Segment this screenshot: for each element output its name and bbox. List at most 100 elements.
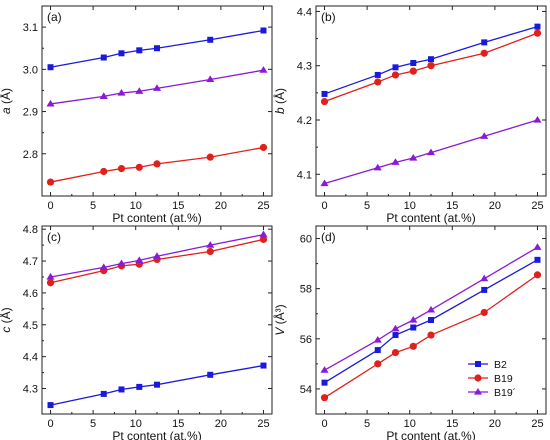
data-point bbox=[47, 279, 54, 286]
legend-marker bbox=[474, 388, 482, 395]
x-tick-label: 20 bbox=[489, 200, 501, 212]
data-point bbox=[427, 306, 435, 313]
legend-label: B19´ bbox=[494, 387, 516, 399]
y-axis-label: a (Å) bbox=[0, 88, 13, 114]
x-tick-label: 0 bbox=[321, 418, 327, 430]
data-point bbox=[207, 37, 213, 43]
series-triangle bbox=[320, 116, 541, 186]
data-point bbox=[375, 347, 381, 353]
data-point bbox=[207, 372, 213, 378]
data-point bbox=[534, 271, 541, 278]
x-tick-label: 5 bbox=[90, 418, 96, 430]
data-point bbox=[207, 154, 214, 161]
data-point bbox=[428, 317, 434, 323]
data-point bbox=[410, 68, 417, 75]
data-point bbox=[48, 64, 54, 70]
y-tick-label: 58 bbox=[300, 284, 312, 296]
y-axis-label: V (Å³) bbox=[272, 304, 287, 335]
data-point bbox=[427, 62, 434, 69]
y-tick-label: 3.1 bbox=[23, 22, 38, 34]
legend-label: B19 bbox=[494, 373, 513, 385]
data-point bbox=[321, 98, 328, 105]
x-tick-label: 25 bbox=[531, 418, 543, 430]
data-point bbox=[101, 391, 107, 397]
y-tick-label: 54 bbox=[300, 384, 312, 396]
x-axis-label: Pt content (at.%) bbox=[386, 429, 475, 440]
y-axis-unit: (Å³) bbox=[272, 304, 287, 327]
data-point bbox=[481, 309, 488, 316]
data-point bbox=[322, 380, 328, 386]
data-point bbox=[136, 164, 143, 171]
data-point bbox=[374, 360, 381, 367]
y-tick-label: 60 bbox=[300, 234, 312, 246]
panel-label: (b) bbox=[321, 10, 336, 24]
panel-b: 0 5 10 15 20 25 4.1 4.2 4.3 4.4 Pt content (at.%) b… bbox=[272, 6, 546, 225]
data-point bbox=[392, 349, 399, 356]
data-point bbox=[136, 47, 142, 53]
data-point bbox=[534, 24, 540, 30]
data-point bbox=[481, 39, 487, 45]
data-point bbox=[153, 160, 160, 167]
series-square bbox=[48, 363, 267, 409]
data-point bbox=[48, 402, 54, 408]
series-square bbox=[322, 257, 541, 386]
y-axis-unit: (Å) bbox=[0, 88, 13, 107]
x-tick-label: 5 bbox=[364, 200, 370, 212]
y-axis-label: c (Å) bbox=[0, 307, 13, 332]
series-triangle bbox=[46, 231, 267, 280]
y-tick-label: 4.4 bbox=[23, 352, 38, 364]
series-circle bbox=[47, 236, 267, 287]
data-point bbox=[47, 178, 54, 185]
x-tick-label: 20 bbox=[489, 418, 501, 430]
x-tick-label: 5 bbox=[364, 418, 370, 430]
x-axis-label: Pt content (at.%) bbox=[112, 211, 201, 225]
series-circle bbox=[47, 144, 267, 186]
data-point bbox=[410, 343, 417, 350]
series-square bbox=[48, 27, 267, 70]
y-tick-label: 3.0 bbox=[23, 64, 38, 76]
data-point bbox=[375, 72, 381, 78]
panel-c: 0 5 10 15 20 254.34.44.54.64.74.8Pt content (… bbox=[0, 224, 272, 440]
y-tick-label: 4.2 bbox=[297, 115, 312, 127]
y-tick-label: 4.5 bbox=[23, 320, 38, 332]
data-point bbox=[410, 60, 416, 66]
series-square bbox=[322, 24, 541, 97]
x-tick-label: 5 bbox=[90, 200, 96, 212]
data-point bbox=[533, 243, 541, 250]
y-tick-label: 4.1 bbox=[297, 169, 312, 181]
y-tick-label: 56 bbox=[300, 334, 312, 346]
legend: B2 B19 B19´ bbox=[468, 359, 516, 399]
panel-label: (d) bbox=[321, 230, 336, 244]
data-point bbox=[260, 363, 266, 369]
data-point bbox=[322, 91, 328, 97]
data-point bbox=[259, 231, 267, 238]
x-axis-label: Pt content (at.%) bbox=[386, 211, 475, 225]
data-point bbox=[260, 144, 267, 151]
y-tick-label: 4.7 bbox=[23, 256, 38, 268]
x-tick-label: 0 bbox=[321, 200, 327, 212]
data-point bbox=[260, 27, 266, 33]
y-tick-label: 4.3 bbox=[297, 61, 312, 73]
y-tick-label: 4.6 bbox=[23, 288, 38, 300]
data-point bbox=[320, 366, 328, 373]
data-point bbox=[321, 394, 328, 401]
legend-marker bbox=[474, 374, 481, 381]
data-point bbox=[428, 56, 434, 62]
data-point bbox=[533, 116, 541, 123]
data-point bbox=[118, 50, 124, 56]
data-point bbox=[481, 50, 488, 57]
x-tick-label: 20 bbox=[215, 200, 227, 212]
y-axis-unit: (Å) bbox=[0, 307, 13, 326]
data-point bbox=[100, 168, 107, 175]
data-point bbox=[101, 55, 107, 61]
data-point bbox=[534, 257, 540, 263]
legend-marker bbox=[475, 361, 481, 367]
data-point bbox=[392, 332, 398, 338]
data-point bbox=[410, 325, 416, 331]
panel-label: (a) bbox=[47, 10, 62, 24]
panel-d: 0 5 10 15 20 2554565860Pt content (at.%)V (Å³… bbox=[272, 226, 546, 440]
data-point bbox=[392, 71, 399, 78]
data-point bbox=[374, 336, 382, 343]
x-tick-label: 25 bbox=[531, 200, 543, 212]
